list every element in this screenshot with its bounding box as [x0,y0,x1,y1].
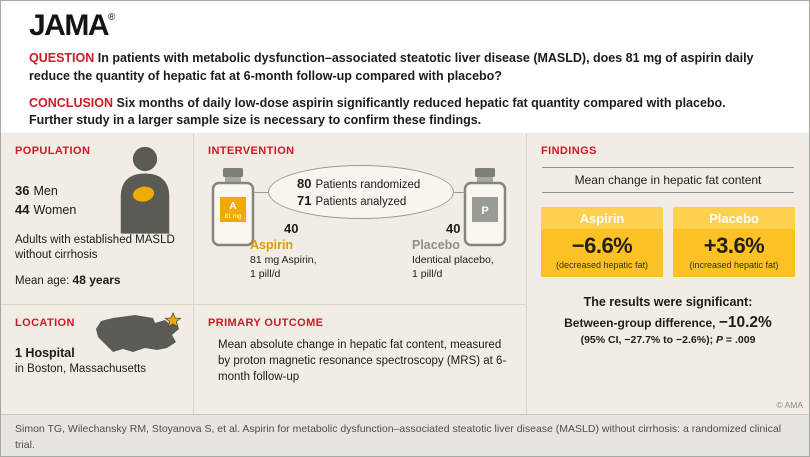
aspirin-result-value: −6.6% [571,233,633,258]
population-counts: 36 Men 44 Women [15,183,179,217]
aspirin-bottle-letter: A [229,201,236,212]
between-group-difference: Between-group difference, −10.2% [541,314,795,332]
confidence-interval: (95% CI, −27.7% to −2.6%); P = .009 [541,334,795,346]
population-panel: POPULATION 36 Men 44 Women Adults with est… [1,133,193,305]
question-text: In patients with metabolic dysfunction–a… [29,51,754,83]
analyzed-count: 71 [297,193,312,208]
conclusion-text: Six months of daily low-dose aspirin sig… [29,95,726,128]
connector-left [254,192,270,193]
findings-panel: FINDINGS Mean change in hepatic fat cont… [527,133,809,414]
aspirin-arm-count: 40 [284,221,299,236]
analyzed-row: 71 Patients analyzed [297,193,453,208]
result-boxes: Aspirin −6.6% (decreased hepatic fat) Pl… [541,207,795,278]
intervention-panel: INTERVENTION A 81 mg P [194,133,526,305]
placebo-bottle-letter: P [481,205,488,217]
randomized-label: Patients randomized [315,179,421,191]
citation-line2-rest: Published March 19, 2024. doi:10.1001/ja… [46,455,310,457]
boston-star-icon [164,312,182,328]
ama-copyright: © AMA [776,400,803,410]
column-population-location: POPULATION 36 Men 44 Women Adults with est… [1,133,194,414]
registered-mark: ® [108,12,116,23]
placebo-result-title: Placebo [673,207,795,229]
location-place: in Boston, Massachusetts [15,362,147,375]
p-label: P [715,334,723,347]
primary-outcome-heading: PRIMARY OUTCOME [208,317,324,329]
aspirin-result-title: Aspirin [541,207,663,229]
citation-line2: JAMA. Published March 19, 2024. doi:10.1… [15,454,795,457]
primary-outcome-text: Mean absolute change in hepatic fat cont… [218,339,507,383]
women-label: Women [33,203,77,217]
person-liver-icon [120,146,170,234]
intervention-heading: INTERVENTION [208,145,295,157]
question-label: QUESTION [29,51,95,65]
conclusion-label: CONCLUSION [29,95,114,110]
placebo-arm-count: 40 [446,221,461,236]
location-panel: LOCATION 1 Hospital in Boston, Massachus… [1,305,193,414]
findings-heading: FINDINGS [541,145,597,157]
men-count: 36 [15,183,30,198]
location-heading: LOCATION [15,317,75,329]
location-text: 1 Hospital in Boston, Massachusetts [15,345,179,377]
aspirin-arm-detail: 81 mg Aspirin, 1 pill/d [250,254,317,280]
journal-name: JAMA. [15,455,46,457]
ci-text: (95% CI, −27.7% to −2.6%); [580,334,716,347]
difference-value: −10.2% [718,314,772,332]
placebo-result-note: (increased hepatic fat) [689,260,779,271]
primary-outcome-panel: PRIMARY OUTCOME Mean absolute change in … [194,305,526,414]
placebo-arm-name: Placebo [412,238,460,252]
mean-age: Mean age: 48 years [15,273,179,287]
men-count-row: 36 Men [15,183,179,198]
aspirin-bottle-dose: 81 mg [225,214,242,220]
randomized-count: 80 [297,176,312,191]
citation-footer: Simon TG, Wilechansky RM, Stoyanova S, e… [1,414,809,457]
placebo-arm-detail: Identical placebo, 1 pill/d [412,254,494,280]
mean-age-value: 48 years [72,272,121,287]
question-paragraph: QUESTION In patients with metabolic dysf… [29,50,781,86]
placebo-result-value: +3.6% [703,233,765,258]
jama-logo-text: JAMA [29,9,110,42]
findings-subtitle: Mean change in hepatic fat content [542,167,794,193]
placebo-result-box: Placebo +3.6% (increased hepatic fat) [673,207,795,278]
connector-right [452,192,465,193]
citation-line1: Simon TG, Wilechansky RM, Stoyanova S, e… [15,423,782,451]
randomization-ellipse: 80 Patients randomized 71 Patients analyze… [268,165,454,219]
randomized-row: 80 Patients randomized [297,176,453,191]
jama-logo: JAMA® [29,11,781,41]
significance-statement: The results were significant: [583,295,753,310]
men-label: Men [33,184,58,198]
women-count: 44 [15,202,30,217]
p-value: = .009 [723,334,756,347]
aspirin-arm-name: Aspirin [250,238,294,252]
mean-age-label: Mean age: [15,274,73,287]
column-intervention-outcome: INTERVENTION A 81 mg P [194,133,527,414]
placebo-result-body: +3.6% (increased hepatic fat) [673,229,795,278]
aspirin-arm: 40 Aspirin 81 mg Aspirin, 1 pill/d [250,221,390,281]
location-count: 1 Hospital [15,346,75,360]
us-map-icon [96,312,182,352]
population-description: Adults with established MASLD without ci… [15,234,175,261]
placebo-bottle-icon: P [463,168,507,247]
difference-label: Between-group difference, [564,316,719,331]
aspirin-result-note: (decreased hepatic fat) [555,260,649,271]
placebo-arm: 40 Placebo Identical placebo, 1 pill/d [412,221,552,281]
header: JAMA® QUESTION In patients with metaboli… [1,1,809,133]
conclusion-paragraph: CONCLUSION Six months of daily low-dose … [29,95,781,131]
women-count-row: 44 Women [15,202,179,217]
aspirin-result-body: −6.6% (decreased hepatic fat) [541,229,663,278]
analyzed-label: Patients analyzed [315,196,407,208]
aspirin-bottle-icon: A 81 mg [211,168,255,247]
population-heading: POPULATION [15,145,91,157]
main-content: POPULATION 36 Men 44 Women Adults with est… [1,133,809,414]
aspirin-result-box: Aspirin −6.6% (decreased hepatic fat) [541,207,663,278]
